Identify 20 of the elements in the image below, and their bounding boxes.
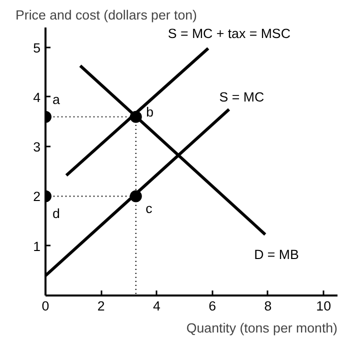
x-tick-label: 2	[97, 298, 105, 314]
y-tick-label: 5	[33, 40, 41, 56]
y-tick-label: 1	[33, 238, 41, 254]
x-axis-title: Quantity (tons per month)	[186, 320, 338, 336]
annotation: c	[146, 201, 153, 216]
annotation: b	[146, 104, 154, 120]
x-tick-label: 8	[264, 298, 272, 314]
annotation: d	[52, 206, 60, 222]
x-tick-label: 10	[316, 298, 332, 314]
annotation: S = MC + tax = MSC	[168, 26, 291, 41]
y-axis-title: Price and cost (dollars per ton)	[16, 8, 197, 22]
annotation: a	[52, 92, 60, 107]
annotation: S = MC	[219, 89, 264, 104]
x-tick-label: 0	[42, 298, 50, 314]
x-tick-label: 6	[208, 298, 216, 314]
x-tick-label: 4	[153, 298, 162, 314]
y-tick-label: 2	[33, 189, 41, 204]
annotation: D = MB	[254, 246, 299, 262]
y-tick-label: 3	[33, 140, 41, 155]
y-tick-label: 4	[33, 90, 42, 105]
